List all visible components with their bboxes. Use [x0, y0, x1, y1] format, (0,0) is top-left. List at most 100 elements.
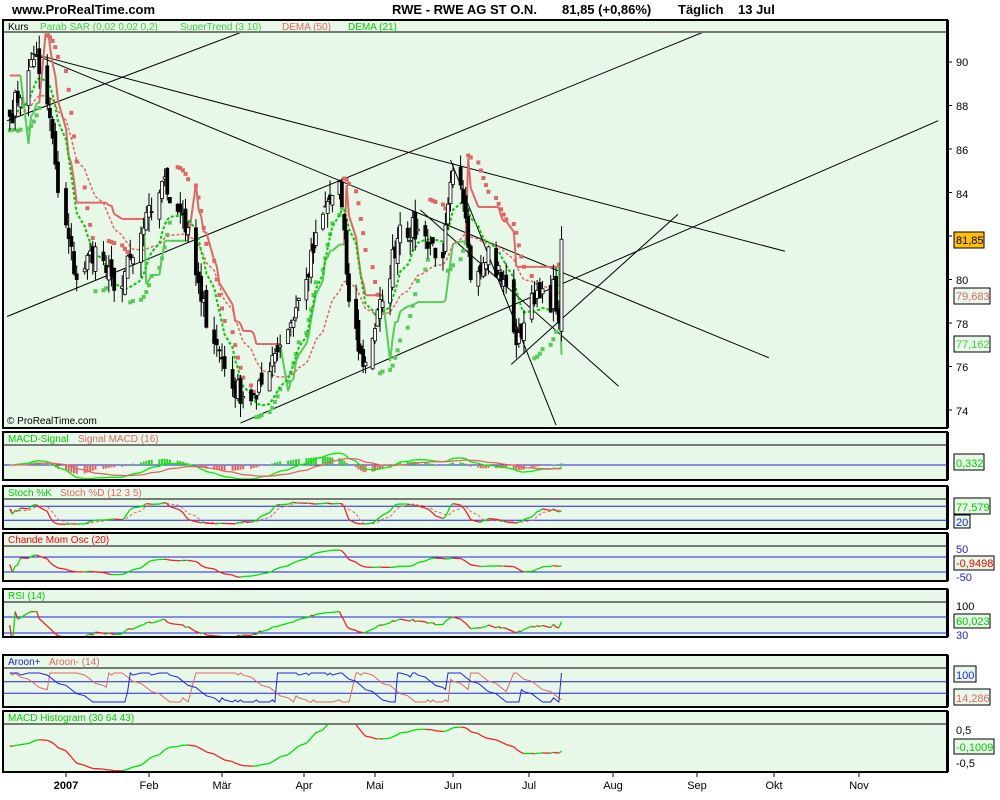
- stoch-k-segment: [17, 507, 21, 512]
- macd-hist-segment: [357, 727, 362, 732]
- stoch-title-a: Stoch %K: [8, 488, 52, 499]
- cmo-panel[interactable]: [2, 532, 949, 582]
- candlestick: [131, 254, 135, 275]
- stoch-k-segment: [341, 503, 345, 508]
- candle-body: [85, 255, 90, 271]
- aroon-panel-frame: [2, 654, 948, 708]
- rsi-segment: [363, 631, 366, 634]
- parabolic-sar-dot: [413, 292, 418, 297]
- macd-hist-segment: [365, 735, 373, 739]
- macd-hist-segment: [445, 729, 449, 732]
- x-axis: 2007 Feb Mär Apr Mai Jun Jul Aug Sep Okt Nov: [3, 771, 947, 792]
- candle-body: [167, 196, 172, 204]
- parabolic-sar-dot: [448, 267, 453, 272]
- macd-hist-segment: [488, 737, 497, 741]
- rsi-segment: [293, 619, 297, 623]
- candlestick: [458, 155, 463, 190]
- candlestick: [241, 391, 246, 409]
- macd-histogram-bar: [213, 465, 216, 470]
- x-tick-label: Feb: [140, 780, 159, 792]
- parabolic-sar-dot: [109, 240, 114, 245]
- parabolic-sar-dot: [540, 347, 545, 352]
- stoch-k-segment: [89, 520, 93, 523]
- candle-body: [448, 181, 453, 204]
- macd-hist-segment: [221, 758, 225, 761]
- candlestick: [516, 317, 521, 348]
- parabolic-sar-dot: [537, 351, 542, 356]
- macd-histogram-bar: [321, 456, 324, 465]
- cmo-segment: [346, 556, 350, 560]
- parabolic-sar-dot: [296, 340, 301, 345]
- cmo-segment: [203, 566, 207, 569]
- parabolic-sar-dot: [486, 189, 491, 194]
- macd-histogram-bar: [250, 465, 253, 469]
- candlestick: [373, 323, 377, 344]
- candle-body: [463, 195, 468, 219]
- cmo-segment: [358, 563, 362, 567]
- candlestick: [559, 226, 564, 342]
- macd-hist-segment: [198, 746, 202, 750]
- candlestick: [354, 284, 358, 341]
- parabolic-sar-dot: [165, 232, 170, 237]
- candle-body: [141, 227, 146, 235]
- macd-hist-segment: [124, 768, 128, 771]
- rsi-segment: [237, 634, 241, 636]
- macd-panel[interactable]: [2, 431, 949, 481]
- candlestick: [466, 207, 471, 257]
- price-panel[interactable]: Kurs Parab SAR (0,02 0,02 0,2) SuperTren…: [2, 16, 948, 429]
- candle-body: [344, 230, 349, 275]
- macd-hist-segment: [164, 747, 168, 751]
- parabolic-sar-dot: [344, 177, 349, 182]
- cmo-segment: [188, 559, 197, 563]
- parabolic-sar-dot: [428, 197, 433, 202]
- candle-body: [212, 329, 217, 344]
- candlestick: [56, 150, 60, 198]
- rsi-segment: [550, 623, 554, 629]
- stoch-plot: [4, 501, 947, 525]
- candle-body: [160, 181, 164, 199]
- candlestick: [468, 243, 473, 283]
- rsi-segment: [17, 617, 21, 620]
- candlestick: [363, 356, 368, 374]
- cmo-segment: [28, 556, 32, 559]
- stoch-k-segment: [531, 514, 535, 518]
- macd-hist-segment: [467, 728, 472, 733]
- parabolic-sar-dot: [104, 286, 109, 291]
- macd-histogram-bar: [131, 463, 134, 465]
- stoch-k-segment: [485, 518, 489, 521]
- supertrend-label: 77,162: [956, 339, 990, 351]
- hist-panel[interactable]: [2, 710, 949, 773]
- parabolic-sar-dot: [468, 155, 473, 160]
- cmo-segment: [513, 566, 517, 569]
- candle-body: [93, 246, 98, 272]
- macd-hist-segment: [12, 744, 16, 747]
- rsi-panel[interactable]: [2, 588, 949, 645]
- macd-hist-segment: [322, 726, 326, 731]
- macd-histogram-bar: [324, 456, 327, 465]
- parabolic-sar-dot: [430, 198, 435, 203]
- candle-body: [363, 361, 368, 367]
- stoch-panel[interactable]: [2, 485, 949, 530]
- candle-body: [413, 211, 418, 240]
- supertrend-segment: [497, 206, 503, 217]
- cmo-segment: [305, 556, 310, 560]
- macd-histogram-bar: [105, 465, 108, 469]
- stoch-k-segment: [539, 508, 543, 512]
- parabolic-sar-dot: [514, 230, 519, 235]
- candle-body: [554, 275, 558, 312]
- aroon-panel[interactable]: [2, 654, 949, 708]
- candlestick: [342, 213, 347, 240]
- parabolic-sar-dot: [501, 212, 506, 217]
- stoch-k-segment: [488, 517, 497, 520]
- rsi-segment: [298, 616, 307, 621]
- macd-hist-segment: [216, 755, 220, 758]
- candlestick: [72, 241, 76, 276]
- parabolic-sar-dot: [354, 189, 359, 194]
- supertrend-segment: [218, 282, 223, 288]
- rsi-segment: [495, 626, 499, 629]
- macd-hist-segment: [206, 751, 215, 755]
- rsi-segment: [143, 622, 147, 626]
- macd-hist-segment: [355, 725, 359, 729]
- candlestick: [183, 198, 188, 241]
- candle-body: [511, 279, 516, 333]
